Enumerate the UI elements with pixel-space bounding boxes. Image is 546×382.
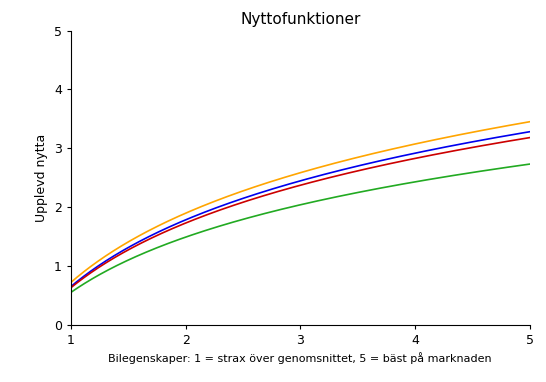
Y-axis label: Upplevd nytta: Upplevd nytta [35,133,49,222]
X-axis label: Bilegenskaper: 1 = strax över genomsnittet, 5 = bäst på marknaden: Bilegenskaper: 1 = strax över genomsnitt… [109,352,492,364]
Title: Nyttofunktioner: Nyttofunktioner [240,11,360,27]
